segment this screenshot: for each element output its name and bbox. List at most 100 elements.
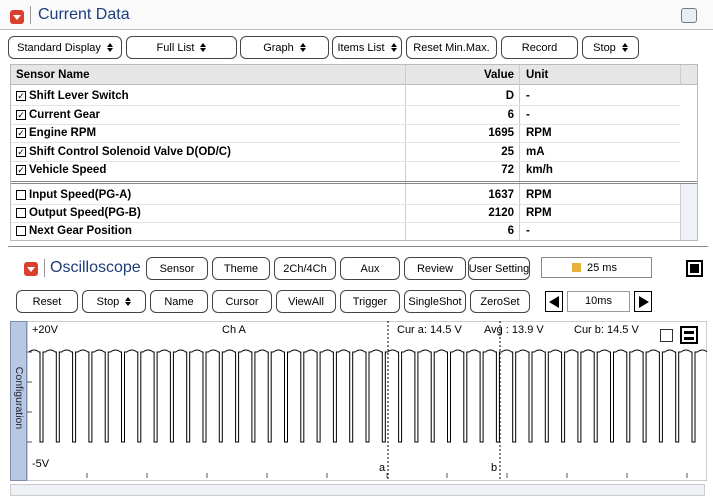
checkbox[interactable]	[660, 329, 673, 342]
sensor-unit: RPM	[526, 127, 552, 139]
checkbox[interactable]: ✓	[16, 165, 26, 175]
button[interactable]: Review	[404, 257, 466, 280]
sensor-unit: km/h	[526, 164, 553, 176]
button[interactable]: User Setting	[468, 257, 530, 280]
button-label: Stop	[96, 295, 120, 308]
checkbox[interactable]: ✓	[16, 91, 26, 101]
checkbox[interactable]	[16, 208, 26, 218]
sensor-value: 25	[501, 146, 514, 158]
dropdown-arrow	[622, 43, 628, 52]
channel-label: Ch A	[222, 324, 246, 336]
window-button[interactable]	[681, 8, 697, 23]
plot-bg	[27, 321, 707, 481]
sensor-name: Shift Control Solenoid Valve D(OD/C)	[29, 146, 231, 158]
button[interactable]: Reset Min.Max.	[406, 36, 497, 59]
button[interactable]: Reset	[16, 290, 78, 313]
dropdown-arrow	[125, 297, 131, 306]
button[interactable]: Stop	[582, 36, 639, 59]
top-voltage: +20V	[32, 324, 58, 336]
button[interactable]: Stop	[82, 290, 146, 313]
row-line	[11, 204, 680, 205]
button-label: Full List	[156, 41, 195, 54]
button-label: Items List	[337, 41, 385, 54]
button-label: Theme	[223, 262, 259, 275]
sensor-unit: RPM	[526, 189, 552, 201]
cursor-a-value: Cur a: 14.5 V	[397, 324, 462, 336]
horizontal-scrollbar[interactable]	[10, 484, 705, 496]
row-line	[11, 222, 680, 223]
collapse-icon[interactable]	[10, 10, 24, 24]
button[interactable]: Full List	[126, 36, 237, 59]
cursor-b-marker: b	[491, 462, 498, 474]
cursor-a-marker: a	[379, 462, 386, 474]
sensor-name: Next Gear Position	[29, 225, 132, 237]
column-header: Value	[483, 69, 514, 81]
button-label: Graph	[263, 41, 294, 54]
button[interactable]: Theme	[212, 257, 270, 280]
header-bar	[0, 0, 713, 30]
cursor-b-value: Cur b: 14.5 V	[574, 324, 639, 336]
button[interactable]: Cursor	[212, 290, 272, 313]
button[interactable]: Record	[501, 36, 578, 59]
button-label: Sensor	[159, 262, 195, 275]
dropdown-arrow	[300, 43, 306, 52]
time-scale: 10ms	[567, 291, 630, 312]
button-label: ZeroSet	[480, 295, 520, 308]
sensor-name: Current Gear	[29, 109, 100, 121]
bottom-voltage: -5V	[32, 458, 50, 470]
row-line	[11, 161, 680, 162]
sensor-unit: -	[526, 90, 530, 102]
button[interactable]: ZeroSet	[470, 290, 530, 313]
waveform	[28, 349, 707, 443]
checkbox[interactable]	[16, 226, 26, 236]
button[interactable]: Trigger	[340, 290, 400, 313]
button-label: Review	[416, 262, 454, 275]
button[interactable]: 2Ch/4Ch	[274, 257, 336, 280]
button-label: Name	[164, 295, 194, 308]
button-label: User Setting	[468, 262, 530, 275]
row-line	[11, 105, 680, 106]
button[interactable]: ViewAll	[276, 290, 336, 313]
prev-button[interactable]	[545, 291, 563, 312]
button-label: Trigger	[352, 295, 388, 308]
row-line	[11, 142, 680, 143]
sensor-name: Input Speed(PG-A)	[29, 189, 132, 201]
table-frame	[10, 64, 698, 241]
sensor-value: 6	[507, 109, 514, 121]
next-button[interactable]	[634, 291, 652, 312]
button-label: Stop	[593, 41, 616, 54]
button[interactable]: Standard Display	[8, 36, 122, 59]
button-label: Reset	[32, 295, 62, 308]
sensor-value: 6	[507, 225, 514, 237]
button[interactable]: Items List	[332, 36, 402, 59]
button[interactable]: Sensor	[146, 257, 208, 280]
dropdown-arrow	[391, 43, 397, 52]
button[interactable]: Graph	[240, 36, 329, 59]
row-line	[11, 124, 680, 125]
button[interactable]: Aux	[340, 257, 400, 280]
button[interactable]: SingleShot	[404, 290, 466, 313]
column-divider	[519, 65, 520, 240]
sensor-value: 1695	[488, 127, 514, 139]
column-header: Unit	[526, 69, 549, 81]
side-tab[interactable]: Configuration	[10, 321, 27, 481]
stop-button[interactable]	[686, 260, 703, 277]
checkbox[interactable]: ✓	[16, 128, 26, 138]
side-tab-label: Configuration	[13, 366, 25, 430]
layout-button[interactable]	[680, 326, 698, 344]
checkbox[interactable]: ✓	[16, 147, 26, 157]
sensor-unit: mA	[526, 146, 545, 158]
button[interactable]: Name	[150, 290, 208, 313]
sensor-value: 1637	[488, 189, 514, 201]
sensor-value: D	[505, 90, 514, 102]
scrollbar[interactable]	[680, 184, 697, 240]
sensor-value: 72	[501, 164, 514, 176]
collapse-icon[interactable]	[24, 262, 38, 276]
sensor-unit: RPM	[526, 207, 552, 219]
section-separator	[11, 181, 697, 184]
scope-plot	[27, 321, 707, 481]
button-label: ViewAll	[288, 295, 324, 308]
checkbox[interactable]	[16, 190, 26, 200]
time-icon	[572, 263, 581, 272]
checkbox[interactable]: ✓	[16, 110, 26, 120]
